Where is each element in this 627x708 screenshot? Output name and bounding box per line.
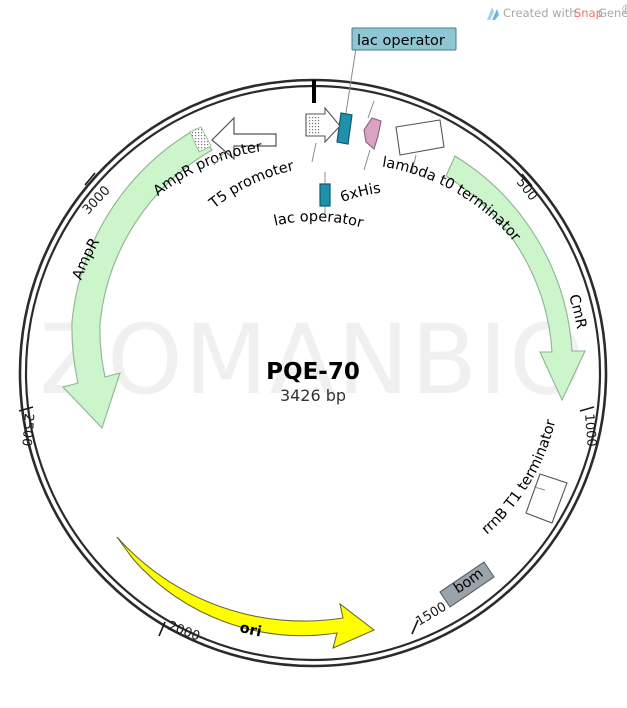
feature-bom[interactable] [439,561,495,608]
cmr-arrow-shape [445,155,586,402]
credit-registered: ® [621,2,627,16]
label-text-ori: ori [238,620,263,641]
feature-6xhis[interactable] [363,117,382,150]
credit-prefix: Created with [503,6,577,20]
lac-operator-top-shape [336,112,353,145]
leader-6xhis [363,149,371,171]
feature-t5-promoter[interactable] [305,106,341,144]
tick-text-2500: 2500 [18,413,36,447]
label-ori: ori [238,620,263,641]
leader-t5-promoter [311,142,317,163]
position-ticks [18,172,595,637]
watermark-text: ZOMANBIO [39,304,586,416]
plasmid-name: PQE-70 [266,359,360,385]
feature-rrnb-t1-terminator[interactable] [525,473,568,524]
tick-label-1500: 1500 [413,600,449,630]
tick-text-2000: 2000 [166,619,202,645]
6xhis-arrow-shape [363,117,382,150]
feature-lac-operator-top[interactable] [336,112,353,145]
bom-box-shape [439,561,495,608]
leader-lac-operator-callout [345,47,357,114]
callout-label-text: lac operator [357,33,445,49]
leader-ampr-promoter [213,150,226,166]
credit-brand-snap: Snap [574,6,603,20]
label-t5-promoter: T5 promoter [206,158,296,212]
watermark: ZOMANBIO [39,304,586,416]
leader-lines [213,47,546,491]
tick-label-2500: 2500 [18,413,36,447]
ampr-promoter-arrow-shape [211,116,277,161]
plasmid-size: 3426 bp [280,386,346,405]
label-lac-operator-inner: lac operator [272,209,365,231]
lac-operator-inner-shape [319,183,331,207]
leader-6xhis-up [367,100,375,119]
plasmid-title-group: PQE-70 3426 bp [266,359,360,405]
feature-lac-operator-inner[interactable] [319,183,331,207]
tick-label-1000: 1000 [581,413,599,447]
tick-label-500: 500 [513,175,540,204]
leader-rrnb [533,486,546,491]
feature-ampr[interactable] [61,126,213,430]
label-text-t5-promoter: T5 promoter [206,158,296,212]
tick-text-500: 500 [513,175,540,204]
ampr-arrow-shape [61,128,213,430]
feature-ampr-promoter[interactable] [211,116,277,161]
callout-lac-operator[interactable]: lac operator [351,27,457,51]
feature-cmr[interactable] [445,155,586,402]
credit-brand-gene: Gene [598,6,627,20]
ori-arrow-shape [116,536,376,649]
label-text-lac-operator-inner: lac operator [272,209,365,231]
feature-ori[interactable] [116,536,376,649]
callout-highlight-box [351,27,457,51]
tick-text-1500: 1500 [413,600,449,630]
label-6xhis: 6xHis [338,181,382,206]
ampr-hatch-segment [189,126,212,153]
tick-label-2000: 2000 [166,619,202,645]
t5-promoter-hatch [308,116,320,134]
snapgene-logo-icon [487,7,499,20]
leader-lambda [411,154,417,173]
tick-text-1000: 1000 [581,413,599,447]
snapgene-credit: Created with Snap Gene ® [487,2,627,20]
label-text-6xhis: 6xHis [338,181,382,206]
feature-lambda-t0-terminator[interactable] [395,119,445,156]
lambda-box-shape [395,119,445,156]
rrnb-box-shape [525,473,568,524]
